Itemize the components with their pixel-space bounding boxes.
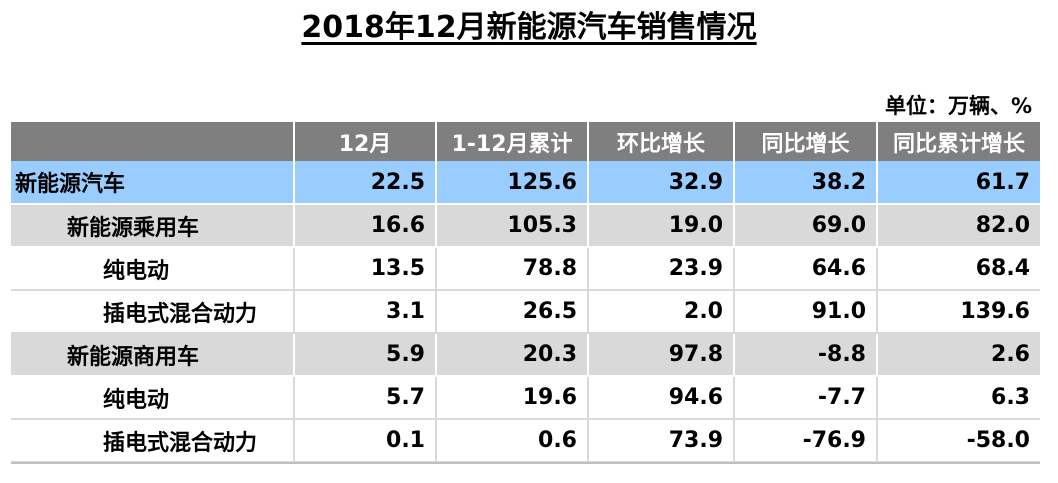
row-label: 插电式混合动力 (11, 290, 294, 334)
table-row: 插电式混合动力 3.1 26.5 2.0 91.0 139.6 (11, 290, 1040, 334)
table-cell: 38.2 (733, 161, 877, 205)
table-cell: 64.6 (733, 247, 877, 291)
column-header-mom-growth: 环比增长 (587, 122, 734, 161)
row-label: 纯电动 (11, 247, 294, 291)
table-cell: 26.5 (435, 290, 588, 334)
table-row: 新能源商用车 5.9 20.3 97.8 -8.8 2.6 (11, 333, 1040, 377)
table-cell: 69.0 (733, 204, 877, 248)
table-bottom-rule (11, 462, 1040, 464)
table-cell: 16.6 (293, 204, 436, 248)
row-label: 插电式混合动力 (11, 419, 294, 463)
table-cell: 3.1 (293, 290, 436, 334)
table-cell: 125.6 (435, 161, 588, 205)
table-cell: 73.9 (587, 419, 734, 463)
table-cell: -58.0 (876, 419, 1040, 463)
column-header-cumulative: 1-12月累计 (435, 122, 588, 161)
table-cell: -8.8 (733, 333, 877, 377)
column-header-december: 12月 (293, 122, 436, 161)
table-cell: 32.9 (587, 161, 734, 205)
page-title: 2018年12月新能源汽车销售情况 (301, 10, 757, 45)
table-cell: 5.7 (293, 376, 436, 420)
table-row: 新能源汽车 22.5 125.6 32.9 38.2 61.7 (11, 161, 1040, 205)
table-cell: -76.9 (733, 419, 877, 463)
table-cell: 23.9 (587, 247, 734, 291)
table-cell: 22.5 (293, 161, 436, 205)
table-cell: 91.0 (733, 290, 877, 334)
table-cell: 13.5 (293, 247, 436, 291)
row-label: 新能源商用车 (11, 333, 294, 377)
table-cell: 0.6 (435, 419, 588, 463)
table-row: 纯电动 5.7 19.6 94.6 -7.7 6.3 (11, 376, 1040, 420)
column-header-yoy-growth: 同比增长 (733, 122, 877, 161)
sales-table: 12月 1-12月累计 环比增长 同比增长 同比累计增长 新能源汽车 22.5 12… (11, 122, 1040, 463)
row-label: 新能源汽车 (11, 161, 294, 205)
table-row: 插电式混合动力 0.1 0.6 73.9 -76.9 -58.0 (11, 419, 1040, 463)
table-cell: 2.0 (587, 290, 734, 334)
table-cell: 20.3 (435, 333, 588, 377)
table-row: 纯电动 13.5 78.8 23.9 64.6 68.4 (11, 247, 1040, 291)
unit-label: 单位：万辆、% (884, 94, 1032, 118)
table-cell: 19.0 (587, 204, 734, 248)
table-cell: 6.3 (876, 376, 1040, 420)
table-cell: 19.6 (435, 376, 588, 420)
table-cell: 61.7 (876, 161, 1040, 205)
row-label: 纯电动 (11, 376, 294, 420)
header-row: 12月 1-12月累计 环比增长 同比增长 同比累计增长 (11, 122, 1040, 161)
table-cell: 82.0 (876, 204, 1040, 248)
column-header-category (11, 122, 294, 161)
table-cell: 78.8 (435, 247, 588, 291)
row-label: 新能源乘用车 (11, 204, 294, 248)
table-cell: -7.7 (733, 376, 877, 420)
table-row: 新能源乘用车 16.6 105.3 19.0 69.0 82.0 (11, 204, 1040, 248)
table-cell: 2.6 (876, 333, 1040, 377)
table-cell: 5.9 (293, 333, 436, 377)
column-header-yoy-cumulative-growth: 同比累计增长 (876, 122, 1040, 161)
table-cell: 94.6 (587, 376, 734, 420)
table-cell: 0.1 (293, 419, 436, 463)
table-cell: 68.4 (876, 247, 1040, 291)
table-cell: 105.3 (435, 204, 588, 248)
table-cell: 139.6 (876, 290, 1040, 334)
table-cell: 97.8 (587, 333, 734, 377)
